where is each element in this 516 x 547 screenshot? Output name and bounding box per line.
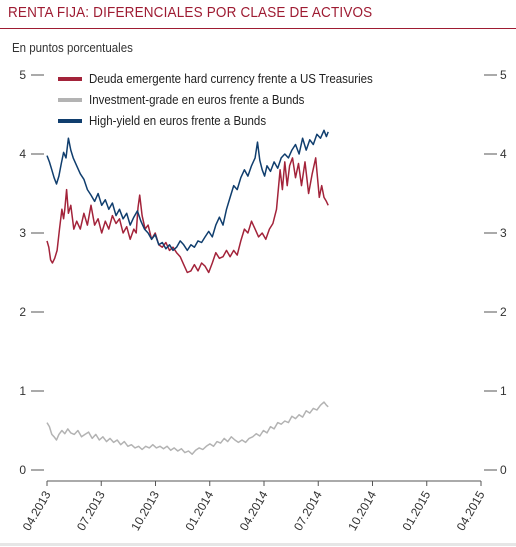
chart-title: RENTA FIJA: DIFERENCIALES POR CLASE DE A… [8,4,373,21]
legend: Deuda emergente hard currency frente a U… [58,68,398,131]
x-tick-label: 10.2014 [345,488,379,533]
x-tick-label: 07.2014 [291,488,325,533]
series-line-0 [46,157,329,274]
legend-swatch [58,97,82,102]
y-axis-label: En puntos porcentuales [12,41,133,55]
x-tick-label: 04.2014 [237,488,271,533]
legend-item-high-yield: High-yield en euros frente a Bunds [58,110,398,131]
legend-item-emerging: Deuda emergente hard currency frente a U… [58,68,398,89]
y-tick-label-right: 4 [500,147,507,161]
title-rule [0,28,516,29]
y-tick-label-left: 2 [19,305,26,319]
legend-swatch [58,76,82,81]
x-tick-label: 01.2015 [400,488,434,533]
y-tick-label-left: 5 [19,68,26,82]
legend-label: High-yield en euros frente a Bunds [89,113,267,128]
y-tick-label-right: 0 [500,463,507,477]
y-tick-label-left: 4 [19,147,26,161]
x-tick-label: 04.2015 [454,488,488,533]
legend-label: Deuda emergente hard currency frente a U… [89,71,373,86]
series-line-1 [46,401,329,455]
x-tick-label: 07.2013 [74,488,108,533]
y-tick-label-left: 0 [19,463,26,477]
y-tick-label-left: 1 [19,384,26,398]
y-tick-label-right: 5 [500,68,507,82]
legend-swatch [58,118,82,123]
y-tick-label-right: 3 [500,226,507,240]
legend-item-investment-grade: Investment-grade en euros frente a Bunds [58,89,398,110]
bottom-rule [0,543,516,546]
x-tick-label: 01.2014 [183,488,217,533]
legend-label: Investment-grade en euros frente a Bunds [89,92,305,107]
x-tick-label: 10.2013 [128,488,162,533]
x-tick-label: 04.2013 [20,488,54,533]
y-tick-label-left: 3 [19,226,26,240]
series-line-2 [46,129,329,252]
y-tick-label-right: 1 [500,384,507,398]
y-tick-label-right: 2 [500,305,507,319]
